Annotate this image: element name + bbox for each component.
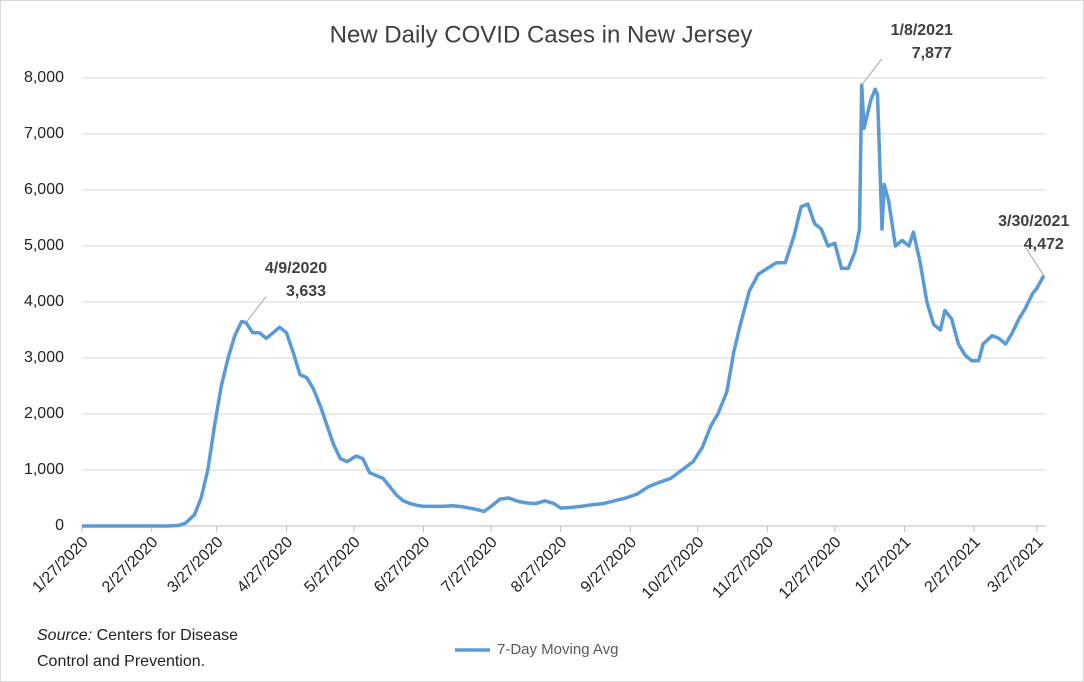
y-tick-label: 4,000 (24, 293, 64, 310)
annotation-value: 4,472 (1024, 236, 1064, 253)
source-label: Source: Centers for Disease (37, 627, 238, 644)
y-tick-label: 6,000 (24, 181, 64, 198)
source-prefix: Source: (37, 627, 92, 644)
source-line: Centers for Disease (97, 627, 238, 644)
y-tick-label: 3,000 (24, 349, 64, 366)
annotation-leader (1025, 247, 1045, 276)
annotation-date: 1/8/2021 (891, 22, 953, 39)
annotation-date: 4/9/2020 (265, 260, 327, 277)
y-tick-label: 2,000 (24, 405, 64, 422)
y-tick-label: 0 (55, 517, 64, 534)
chart-title: New Daily COVID Cases in New Jersey (330, 21, 753, 48)
y-tick-label: 8,000 (24, 69, 64, 86)
y-tick-label: 5,000 (24, 237, 64, 254)
annotation-value: 7,877 (912, 45, 952, 62)
annotation-date: 3/30/2021 (998, 213, 1069, 230)
source-line: Control and Prevention. (37, 653, 205, 670)
annotation-leader (245, 296, 267, 323)
y-tick-label: 7,000 (24, 125, 64, 142)
data-line (82, 83, 1046, 528)
y-tick-label: 1,000 (24, 461, 64, 478)
legend-label: 7-Day Moving Avg (497, 641, 618, 658)
annotation-leader (861, 58, 883, 86)
annotation-value: 3,633 (286, 283, 326, 300)
